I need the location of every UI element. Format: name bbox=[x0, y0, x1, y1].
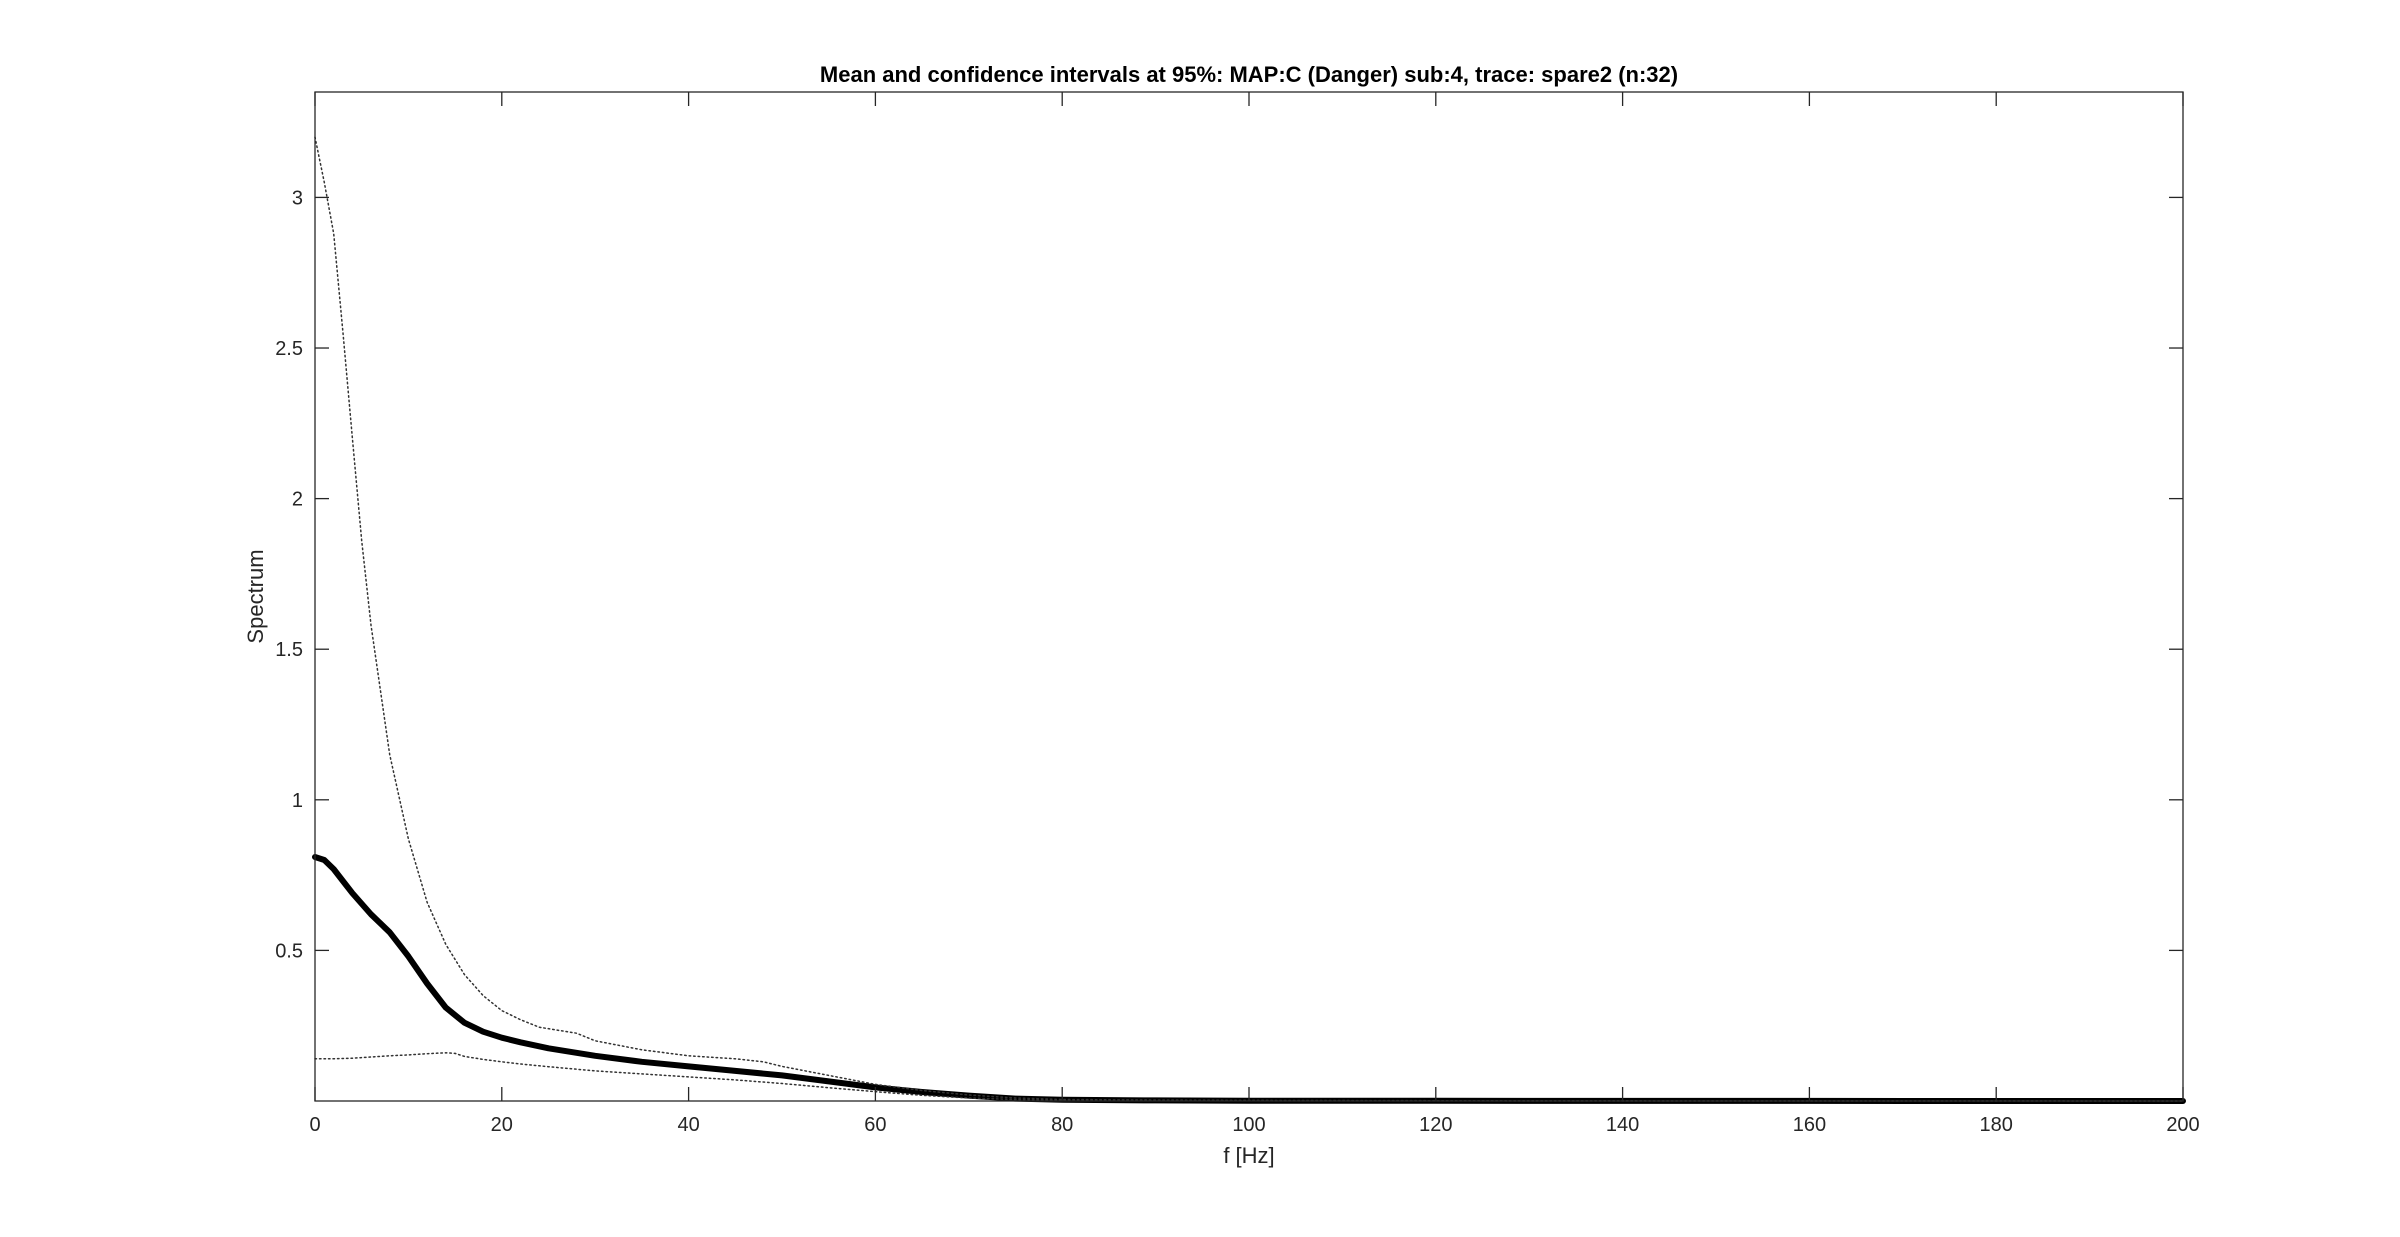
x-tick-label: 80 bbox=[1051, 1114, 1073, 1136]
y-tick-label: 1 bbox=[292, 790, 303, 812]
series-line-lower-95 bbox=[314, 1052, 2184, 1102]
x-tick-label: 160 bbox=[1793, 1114, 1826, 1136]
x-tick-label: 140 bbox=[1606, 1114, 1639, 1136]
y-axis-label: Spectrum bbox=[243, 549, 268, 643]
chart-title: Mean and confidence intervals at 95%: MA… bbox=[820, 62, 1678, 87]
axes-box bbox=[314, 91, 2184, 1102]
y-tick-label: 2 bbox=[292, 489, 303, 511]
plot-area bbox=[315, 92, 2183, 1101]
y-tick-label: 2.5 bbox=[275, 338, 303, 360]
x-tick-label: 40 bbox=[677, 1114, 699, 1136]
x-tick-label: 200 bbox=[2166, 1114, 2199, 1136]
y-tick-label: 1.5 bbox=[275, 639, 303, 661]
y-tick-label: 3 bbox=[292, 187, 303, 209]
x-tick-label: 20 bbox=[491, 1114, 513, 1136]
x-tick-label: 0 bbox=[309, 1114, 320, 1136]
tick-layer: 0 20 40 60 80 100 120 140 160 180 200 0.5 1 1.5 2 2.5 3 bbox=[275, 92, 2200, 1136]
x-axis-label: f [Hz] bbox=[1223, 1143, 1274, 1168]
x-tick-label: 180 bbox=[1980, 1114, 2013, 1136]
x-tick-label: 60 bbox=[864, 1114, 886, 1136]
x-tick-label: 100 bbox=[1232, 1114, 1265, 1136]
x-tick-label: 120 bbox=[1419, 1114, 1452, 1136]
y-tick-label: 0.5 bbox=[275, 940, 303, 962]
